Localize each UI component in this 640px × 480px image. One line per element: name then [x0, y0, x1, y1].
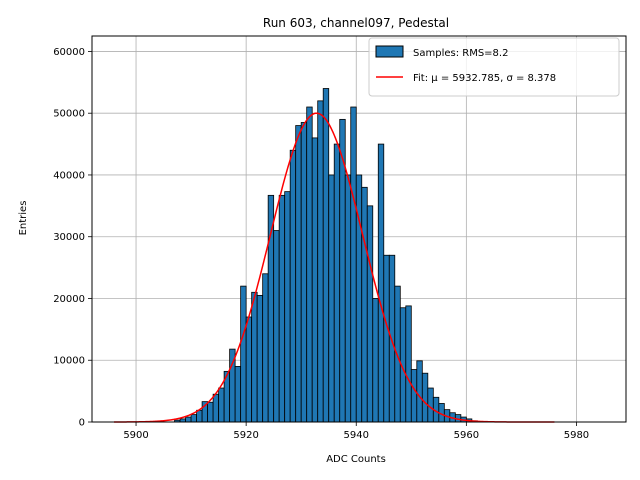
x-tick-label: 5900 — [123, 430, 148, 441]
histogram-bar — [234, 366, 242, 423]
histogram-bar — [317, 100, 324, 423]
histogram-bar — [350, 106, 357, 423]
histogram-bar — [278, 194, 286, 423]
y-tick-label: 40000 — [53, 170, 85, 181]
y-tick-label: 60000 — [53, 47, 85, 58]
histogram-bar — [251, 291, 258, 423]
histogram-bar — [405, 305, 412, 423]
histogram-bar — [240, 285, 247, 423]
histogram-bar — [295, 125, 302, 423]
x-tick-label: 5920 — [233, 430, 258, 441]
x-tick-label: 5960 — [454, 430, 479, 441]
histogram-bar — [372, 298, 379, 423]
histogram-bar — [284, 191, 291, 423]
histogram-bar — [267, 194, 275, 423]
histogram-bar — [328, 174, 335, 423]
histogram-bar — [245, 316, 253, 423]
histogram-bar — [322, 88, 330, 423]
histogram-bar — [344, 174, 352, 423]
histogram-bar — [207, 401, 214, 423]
histogram-bar — [262, 273, 269, 423]
y-tick-label: 30000 — [53, 232, 85, 243]
y-tick-label: 10000 — [53, 356, 85, 367]
histogram-bar — [388, 254, 396, 423]
histogram-bar — [416, 360, 423, 423]
histogram-bar — [218, 387, 225, 423]
histogram-bar — [256, 294, 264, 423]
y-tick-label: 0 — [79, 418, 85, 429]
histogram-bars — [174, 88, 478, 423]
histogram-bar — [410, 369, 418, 423]
histogram-bar — [212, 393, 220, 423]
x-axis-label: ADC Counts — [326, 454, 386, 465]
histogram-bar — [377, 143, 385, 423]
histogram-bar — [185, 416, 192, 423]
histogram-bar — [289, 149, 297, 423]
histogram-bar — [311, 137, 319, 423]
histogram-bar — [366, 205, 374, 423]
histogram-bar — [196, 409, 203, 423]
y-tick-label: 20000 — [53, 294, 85, 305]
legend-fit-label: Fit: μ = 5932.785, σ = 8.378 — [413, 73, 556, 84]
histogram-bar — [300, 122, 308, 423]
y-tick-label: 50000 — [53, 109, 85, 120]
histogram-bar — [421, 372, 429, 423]
legend-histogram-label: Samples: RMS=8.2 — [413, 48, 508, 59]
y-axis-label: Entries — [18, 201, 29, 236]
histogram-bar — [306, 106, 313, 423]
x-tick-label: 5940 — [344, 430, 369, 441]
legend-box — [368, 37, 620, 97]
histogram-bar — [361, 186, 368, 423]
fit-curve — [114, 112, 555, 423]
histogram-bar — [333, 143, 341, 423]
histogram-bar — [273, 230, 280, 423]
y-axis-ticks: 0 10000 20000 30000 40000 50000 60000 — [53, 47, 92, 429]
histogram-bar — [383, 254, 390, 423]
chart-title: Run 603, channel097, Pedestal — [263, 16, 449, 30]
legend: Samples: RMS=8.2 Fit: μ = 5932.785, σ = … — [368, 37, 620, 97]
histogram-bar — [190, 414, 197, 423]
legend-histogram-swatch — [375, 45, 404, 58]
x-tick-label: 5980 — [564, 430, 589, 441]
plot-frame — [91, 35, 627, 423]
x-axis-ticks: 5900 5920 5940 5960 5980 — [123, 422, 589, 441]
